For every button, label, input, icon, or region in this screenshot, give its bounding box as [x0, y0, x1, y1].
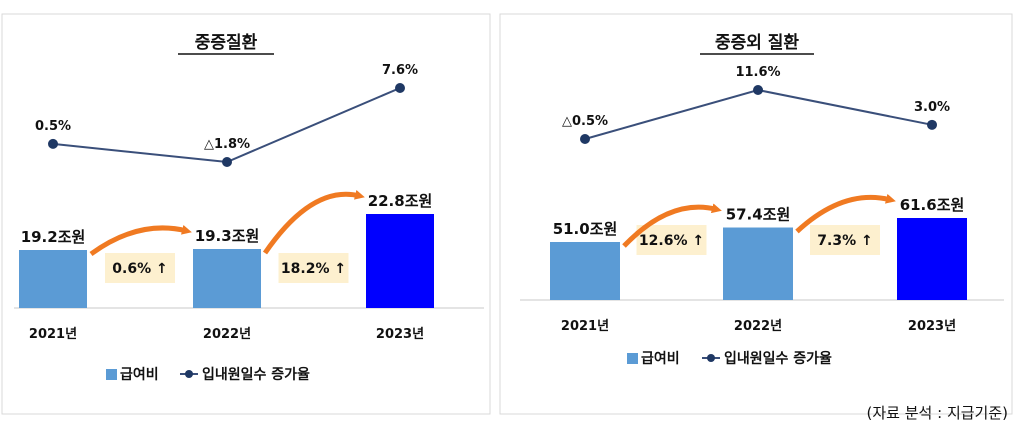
- growth-box: [105, 253, 175, 283]
- growth-arrow: [795, 193, 896, 234]
- growth-label: 12.6% ↑: [639, 233, 704, 249]
- growth-label: 7.3% ↑: [817, 233, 872, 249]
- bar-2: [366, 214, 434, 308]
- x-tick-label: 2021년: [29, 327, 77, 342]
- chart-title: 중증질환: [195, 32, 258, 53]
- x-tick-label: 2022년: [203, 327, 251, 342]
- bar-0: [550, 242, 620, 300]
- chart-panel-severe: 중증질환 19.2조원 19.3조원 22.8조원 2021년 2022년 2023년 0.…: [1, 13, 491, 415]
- line-value-label: △0.5%: [562, 114, 608, 129]
- x-tick-label: 2022년: [734, 319, 782, 334]
- legend-marker: [707, 354, 715, 362]
- line-point-2: [395, 83, 405, 93]
- chart-title: 중증외 질환: [715, 32, 799, 53]
- legend-swatch-bar: [627, 353, 638, 364]
- panel-border: [499, 13, 1013, 415]
- line-value-label: 3.0%: [914, 100, 950, 115]
- legend-right: 급여비 입내원일수 증가율: [627, 350, 832, 367]
- bar-value-label: 19.2조원: [21, 228, 86, 246]
- legend-label-bar: 급여비: [641, 350, 680, 367]
- chart-panel-non-severe: 중증외 질환 51.0조원 57.4조원 61.6조원 2021년 2022년 2023년…: [499, 13, 1013, 415]
- bar-value-label: 22.8조원: [368, 192, 433, 210]
- line-value-label: 7.6%: [382, 63, 418, 78]
- bar-1: [723, 227, 793, 300]
- growth-arrow: [89, 224, 192, 257]
- legend-swatch-bar: [106, 369, 117, 380]
- line-point-0: [48, 138, 58, 149]
- x-tick-label: 2023년: [376, 327, 424, 342]
- growth-box: [278, 253, 349, 283]
- bar-1: [193, 249, 261, 308]
- growth-arrow: [622, 203, 722, 248]
- line-point-2: [927, 119, 937, 130]
- line-value-label: 0.5%: [35, 119, 71, 134]
- source-note: (자료 분석 : 지급기준): [867, 404, 1008, 422]
- x-tick-label: 2023년: [908, 319, 956, 334]
- line-point-1: [222, 157, 232, 167]
- growth-label: 18.2% ↑: [281, 261, 346, 277]
- line-point-1: [753, 85, 763, 95]
- x-tick-label: 2021년: [561, 319, 609, 334]
- bar-2: [897, 218, 967, 300]
- panel-border: [1, 13, 491, 415]
- legend-label-line: 입내원일수 증가율: [202, 366, 310, 383]
- bar-value-label: 19.3조원: [195, 227, 260, 245]
- legend-left: 급여비 입내원일수 증가율: [106, 366, 310, 383]
- bar-0: [19, 250, 87, 308]
- line-value-label: 11.6%: [735, 65, 780, 80]
- growth-label: 0.6% ↑: [112, 261, 167, 277]
- bar-value-label: 51.0조원: [553, 220, 618, 238]
- legend-label-line: 입내원일수 증가율: [724, 350, 832, 367]
- growth-box: [810, 225, 880, 255]
- line-value-label: △1.8%: [204, 137, 250, 152]
- legend-marker: [185, 370, 193, 378]
- bar-value-label: 57.4조원: [726, 206, 791, 224]
- line-point-0: [580, 134, 590, 144]
- line-series-admission-rate: [584, 88, 933, 140]
- growth-arrow: [262, 189, 365, 255]
- growth-box: [636, 225, 707, 255]
- bar-value-label: 61.6조원: [900, 196, 965, 214]
- legend-label-bar: 급여비: [120, 366, 159, 383]
